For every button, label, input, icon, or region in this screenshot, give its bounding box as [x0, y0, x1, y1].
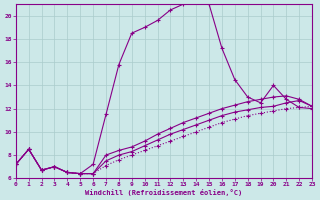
- X-axis label: Windchill (Refroidissement éolien,°C): Windchill (Refroidissement éolien,°C): [85, 189, 243, 196]
